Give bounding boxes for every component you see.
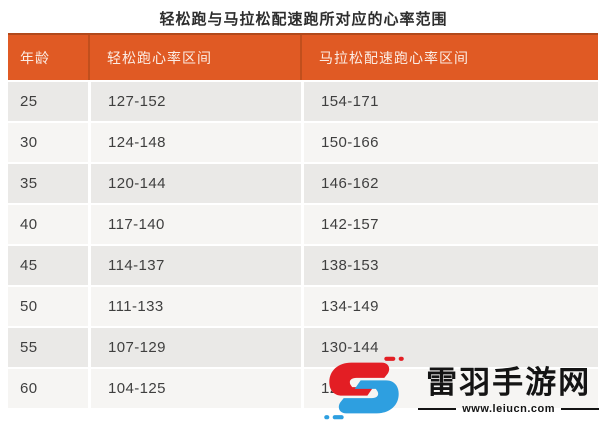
- cell-easy-run-range: 114-137: [91, 246, 301, 285]
- leiyu-logo-icon: [324, 356, 404, 420]
- cell-easy-run-range: 107-129: [91, 328, 301, 367]
- cell-easy-run-range: 124-148: [91, 123, 301, 162]
- table-row: 50 111-133 134-149: [8, 287, 598, 326]
- table-row: 30 124-148 150-166: [8, 123, 598, 162]
- table-row: 25 127-152 154-171: [8, 82, 598, 121]
- cell-marathon-range: 142-157: [304, 205, 598, 244]
- cell-easy-run-range: 127-152: [91, 82, 301, 121]
- table-row: 55 107-129 130-144: [8, 328, 598, 367]
- site-watermark: 雷羽手游网 www.leiucn.com: [320, 355, 605, 421]
- column-header-marathon-pace: 马拉松配速跑心率区间: [302, 35, 598, 80]
- cell-age: 25: [8, 82, 88, 121]
- cell-age: 55: [8, 328, 88, 367]
- cell-age: 50: [8, 287, 88, 326]
- column-header-easy-run: 轻松跑心率区间: [90, 35, 300, 80]
- watermark-text-block: 雷羽手游网 www.leiucn.com: [412, 367, 605, 421]
- cell-marathon-range: 130-144: [304, 328, 598, 367]
- cell-marathon-range: 154-171: [304, 82, 598, 121]
- table-header-row: 年龄 轻松跑心率区间 马拉松配速跑心率区间: [8, 33, 598, 80]
- table-row: 45 114-137 138-153: [8, 246, 598, 285]
- cell-marathon-range: 150-166: [304, 123, 598, 162]
- cell-easy-run-range: 120-144: [91, 164, 301, 203]
- cell-marathon-range: 138-153: [304, 246, 598, 285]
- cell-age: 60: [8, 369, 88, 408]
- watermark-site-url: www.leiucn.com: [412, 403, 605, 415]
- cell-easy-run-range: 117-140: [91, 205, 301, 244]
- cell-age: 45: [8, 246, 88, 285]
- table-row: 40 117-140 142-157: [8, 205, 598, 244]
- cell-easy-run-range: 104-125: [91, 369, 301, 408]
- column-header-age: 年龄: [8, 35, 88, 80]
- watermark-site-name: 雷羽手游网: [426, 365, 592, 401]
- page-title: 轻松跑与马拉松配速跑所对应的心率范围: [159, 11, 448, 28]
- cell-marathon-range: 134-149: [304, 287, 598, 326]
- heart-rate-table: 年龄 轻松跑心率区间 马拉松配速跑心率区间 25 127-152 154-171…: [8, 33, 598, 410]
- cell-age: 35: [8, 164, 88, 203]
- cell-age: 40: [8, 205, 88, 244]
- cell-marathon-range: 146-162: [304, 164, 598, 203]
- cell-age: 30: [8, 123, 88, 162]
- table-row: 35 120-144 146-162: [8, 164, 598, 203]
- cell-easy-run-range: 111-133: [91, 287, 301, 326]
